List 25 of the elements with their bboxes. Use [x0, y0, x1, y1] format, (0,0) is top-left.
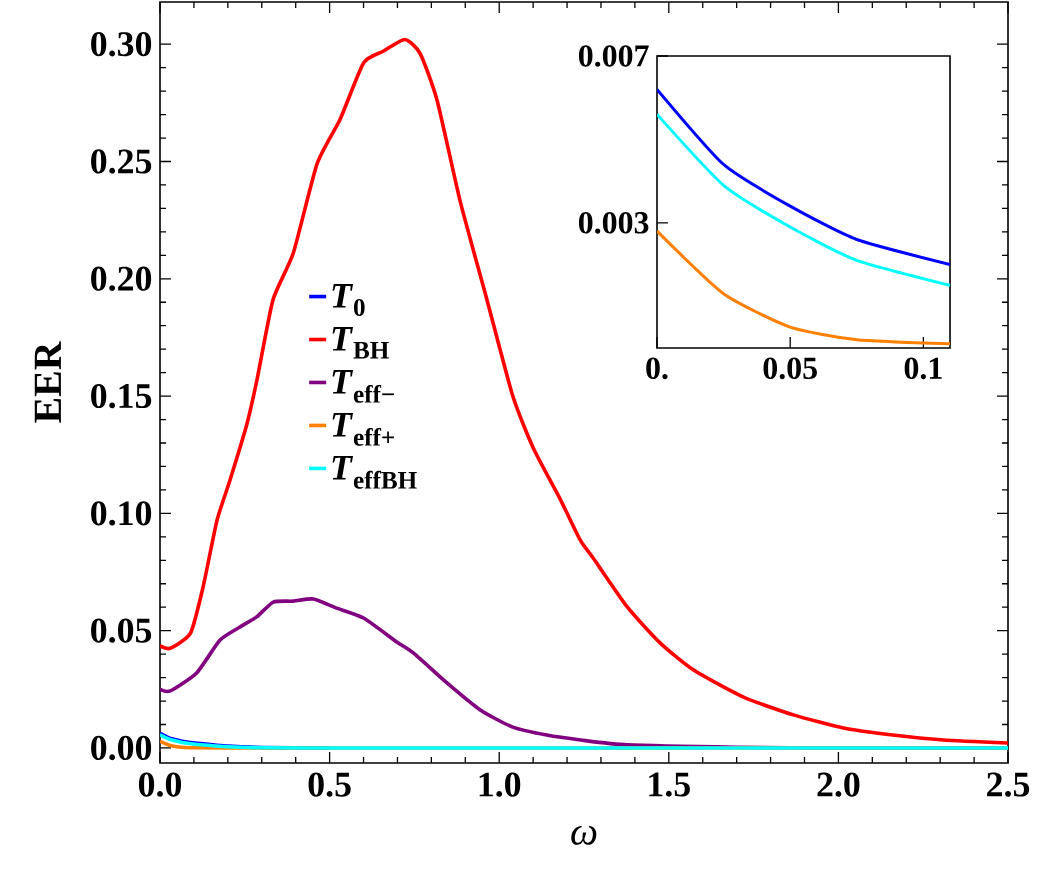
y-tick-label: 0.30 [91, 32, 152, 57]
legend-label: T$_{eff−}$ [332, 369, 394, 403]
y-tick-label: 0.003 [578, 212, 649, 234]
y-axis-title: EER [34, 341, 61, 423]
legend-label: T$_{eff+}$ [332, 412, 394, 446]
y-tick-label: 0.10 [91, 501, 152, 526]
legend-label: T$_{0}$ [332, 284, 365, 316]
x-tick-label: 0. [646, 357, 668, 380]
y-tick-label: 0.05 [91, 618, 152, 643]
x-tick-label: 0.5 [308, 772, 351, 797]
x-tick-label: 2.0 [817, 772, 860, 797]
y-tick-label: 0.25 [91, 149, 152, 174]
x-tick-label: 2.5 [987, 772, 1030, 797]
y-tick-label: 0.20 [91, 266, 152, 291]
x-tick-label: 1.5 [649, 772, 690, 797]
x-tick-label: 0.1 [904, 357, 942, 380]
y-tick-label: 0.00 [91, 735, 152, 761]
x-tick-label: 0.0 [138, 772, 182, 797]
x-axis-title: ω [571, 825, 597, 845]
x-tick-label: 0.05 [763, 357, 817, 380]
x-tick-label: 1.0 [479, 772, 521, 797]
y-tick-label: 0.15 [91, 383, 152, 409]
legend-label: T$_{effBH}$ [332, 455, 417, 489]
y-tick-label: 0.007 [578, 45, 649, 67]
legend-label: T$_{BH}$ [332, 327, 389, 359]
